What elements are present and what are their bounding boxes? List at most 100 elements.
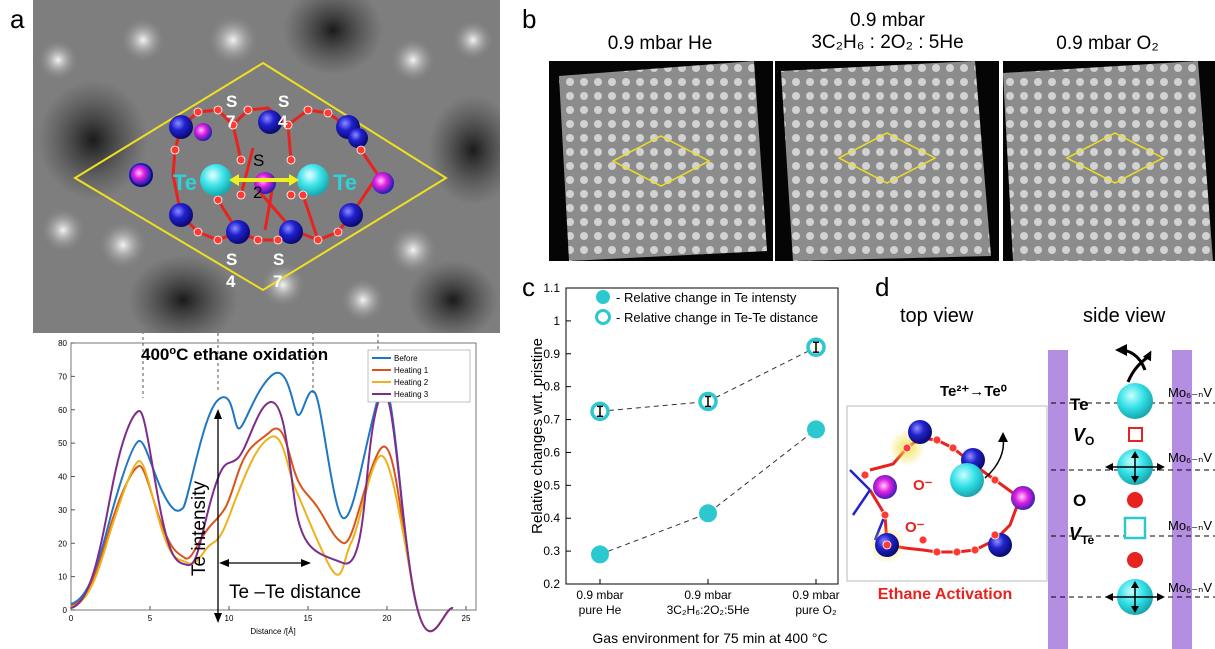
chart-ytick-label: 0.7: [543, 413, 560, 427]
panel-label-d: d: [875, 272, 890, 302]
profile-xtick-label: 15: [304, 614, 313, 623]
svg-text:Te: Te: [173, 170, 197, 195]
legend-marker-hollow: [595, 309, 611, 325]
chart-ytick-label: 0.9: [543, 347, 560, 361]
s4-top-s: S: [278, 92, 289, 111]
chart-xtick-label: 3C₂H₆:2O₂:5He: [667, 603, 750, 617]
chart-xlabel: Gas environment for 75 min at 400 °C: [592, 630, 827, 646]
svg-text:Heating 1: Heating 1: [394, 366, 429, 375]
profile-xtick-label: 5: [148, 614, 153, 623]
panel-label-c: c: [522, 272, 535, 302]
profile-xlabel: Distance /[Å]: [250, 627, 295, 636]
profile-ytick-label: 30: [58, 506, 67, 515]
line-profile-chart: 0 10 20 30 40 50 60 70 80 0 5 10 15 20 25 400oC ethan…: [58, 333, 477, 636]
side-vo-label: VO: [1073, 425, 1094, 448]
s4-bottom-n: 4: [226, 272, 236, 291]
point-te-intensity: [591, 545, 609, 564]
chart-ylabel: Relative changes wrt. pristine: [529, 338, 546, 534]
point-te-intensity: [699, 504, 717, 523]
o-minus-label-2: O⁻: [905, 519, 925, 536]
chart-ytick-label: 0.6: [543, 445, 560, 459]
legend-label-2: - Relative change in Te-Te distance: [616, 310, 818, 325]
o-atom-side-2: [1127, 552, 1143, 568]
svg-text:Heating 2: Heating 2: [394, 378, 429, 387]
chart-xtick-label: pure O₂: [795, 603, 837, 617]
curve-heating-2: [70, 435, 454, 633]
top-view-label: top view: [900, 305, 974, 327]
chart-ytick-label: 1: [553, 314, 560, 328]
te-atom-right: [297, 164, 329, 196]
profile-ytick-label: 80: [58, 339, 67, 348]
vo-vacancy-square: [1128, 427, 1143, 442]
s2-label: S 2: [253, 151, 264, 202]
profile-xtick-label: 20: [383, 614, 392, 623]
chart-ytick-label: 1.1: [543, 281, 560, 295]
te-labels: Te Te: [173, 170, 357, 195]
chart-legend: - Relative change in Te intensty - Relat…: [595, 290, 818, 325]
te-atom-top-view: [950, 463, 984, 497]
ethane-activation-caption: Ethane Activation: [878, 586, 1013, 603]
atom-labels: S 7 S 4 S 4 S 7: [226, 92, 289, 291]
stem-image-b3: [1003, 61, 1215, 261]
profile-ytick-label: 20: [58, 539, 67, 548]
s4-top-n: 4: [278, 112, 288, 131]
legend-label-1: - Relative change in Te intensty: [616, 290, 797, 305]
series-line-1: [599, 429, 817, 555]
profile-legend: Before Heating 1 Heating 2 Heating 3: [367, 349, 471, 403]
panel-d-diagram: Te²⁺→Te⁰ O⁻ O⁻ Ethane Activation Te VO O…: [846, 344, 1215, 649]
scatter-chart-c: 0.20.30.40.50.60.70.80.911.1 0.9 mbarpur…: [529, 281, 840, 646]
profile-xtick-label: 10: [225, 614, 234, 623]
unit-cell-rhombus: [73, 61, 448, 292]
panel-b-title-2: 0.9 mbar 3C₂H₆ : 2O₂ : 5He: [811, 10, 964, 53]
side-slab-right: [1172, 350, 1192, 649]
chart-ytick-label: 0.3: [543, 544, 560, 558]
profile-ytick-label: 40: [58, 473, 67, 482]
mo-label-3: Mo₆₋ₙV: [1168, 518, 1212, 533]
side-o-label: O: [1073, 491, 1086, 510]
mo-label-2: Mo₆₋ₙV: [1168, 450, 1212, 465]
panel-b-title-3: 0.9 mbar O₂: [1056, 33, 1159, 54]
point-te-intensity: [807, 420, 825, 439]
panel-label-b: b: [522, 4, 537, 34]
o-atom-side-1: [1127, 492, 1143, 508]
chart-frame: [565, 287, 839, 585]
curve-heating-3: [70, 392, 454, 633]
s7-top-s: S: [226, 92, 237, 111]
te-te-distance-label: Te –Te distance: [229, 582, 361, 603]
side-view-label: side view: [1083, 305, 1166, 327]
s7-bottom-n: 7: [273, 272, 282, 291]
profile-curves: [70, 371, 454, 633]
profile-ytick-label: 60: [58, 406, 67, 415]
stem-image-b1: [549, 61, 773, 261]
mo-label-1: Mo₆₋ₙV: [1168, 385, 1212, 400]
profile-xtick-label: 25: [462, 614, 471, 623]
profile-ytick-label: 0: [63, 606, 68, 615]
profile-guide-lines: [142, 333, 379, 398]
side-slab-left: [1048, 350, 1068, 649]
chart-xtick-label: 0.9 mbar: [684, 588, 731, 602]
panel-b-title-1: 0.9 mbar He: [607, 33, 713, 54]
profile-ytick-label: 10: [58, 573, 67, 582]
side-vte-label: VTe: [1069, 524, 1094, 547]
chart-xtick-label: 0.9 mbar: [792, 588, 839, 602]
stem-image-a: S 7 S 4 S 4 S 7 S 2 Te Te: [33, 0, 500, 333]
s7-bottom-s: S: [273, 250, 284, 269]
svg-text:S: S: [253, 151, 264, 170]
o-atoms: [170, 105, 366, 245]
chart-xtick-label: pure He: [579, 603, 622, 617]
profile-xtick-label: 0: [69, 614, 74, 623]
vte-vacancy-square: [1123, 516, 1147, 540]
chart-ytick-label: 0.5: [543, 478, 560, 492]
legend-marker-filled: [596, 290, 610, 304]
s4-bottom-s: S: [226, 250, 237, 269]
profile-ytick-label: 50: [58, 439, 67, 448]
te-atom-left: [200, 164, 232, 196]
chart-ytick-label: 0.2: [543, 577, 560, 591]
side-te-label: Te: [1070, 395, 1089, 414]
te-intensity-label: Te intensity: [189, 480, 210, 576]
profile-title: 400oC ethane oxidation: [141, 345, 328, 364]
stem-image-b2: [775, 61, 999, 261]
mo-label-4: Mo₆₋ₙV: [1168, 580, 1212, 595]
curve-heating-1: [70, 427, 454, 633]
stem-texture: [38, 0, 500, 333]
